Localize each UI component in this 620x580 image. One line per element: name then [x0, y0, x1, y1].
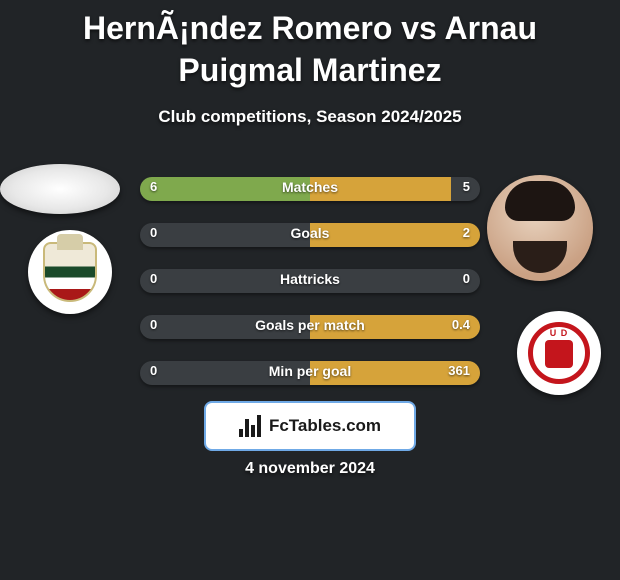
stat-value-right: 0.4: [452, 317, 470, 332]
stat-value-left: 0: [150, 363, 157, 378]
player-left-club-badge: [28, 230, 112, 314]
stat-value-right: 2: [463, 225, 470, 240]
stat-row: Hattricks0 0: [140, 269, 480, 293]
player-right-avatar: [487, 175, 593, 281]
date-label: 4 november 2024: [0, 460, 620, 478]
stat-label: Matches: [140, 179, 480, 195]
footer-brand-text: FcTables.com: [269, 416, 381, 436]
stat-label: Goals: [140, 225, 480, 241]
stats-container: Matches65Goals02Hattricks00Goals per mat…: [140, 177, 480, 407]
stat-value-left: 0: [150, 317, 157, 332]
stat-value-right: 5: [463, 179, 470, 194]
bars-icon: [239, 415, 263, 437]
almeria-badge-icon: U D: [528, 322, 590, 384]
stat-value-left: 0: [150, 271, 157, 286]
page-title: HernÃ¡ndez Romero vs Arnau Puigmal Marti…: [0, 0, 620, 93]
stat-label: Hattricks: [140, 271, 480, 287]
stat-value-right: 0: [463, 271, 470, 286]
subtitle: Club competitions, Season 2024/2025: [0, 107, 620, 127]
stat-value-right: 361: [448, 363, 470, 378]
stat-label: Goals per match: [140, 317, 480, 333]
player-left-avatar: [0, 164, 120, 214]
stat-value-left: 0: [150, 225, 157, 240]
stat-row: Min per goal0 361: [140, 361, 480, 385]
stat-row: Goals per match0 0.4: [140, 315, 480, 339]
player-right-club-badge: U D: [517, 311, 601, 395]
footer-brand-logo: FcTables.com: [204, 401, 416, 451]
stat-row: Goals0 2: [140, 223, 480, 247]
stat-value-left: 6: [150, 179, 157, 194]
stat-row: Matches6 5: [140, 177, 480, 201]
stat-label: Min per goal: [140, 363, 480, 379]
elche-shield-icon: [43, 242, 97, 302]
